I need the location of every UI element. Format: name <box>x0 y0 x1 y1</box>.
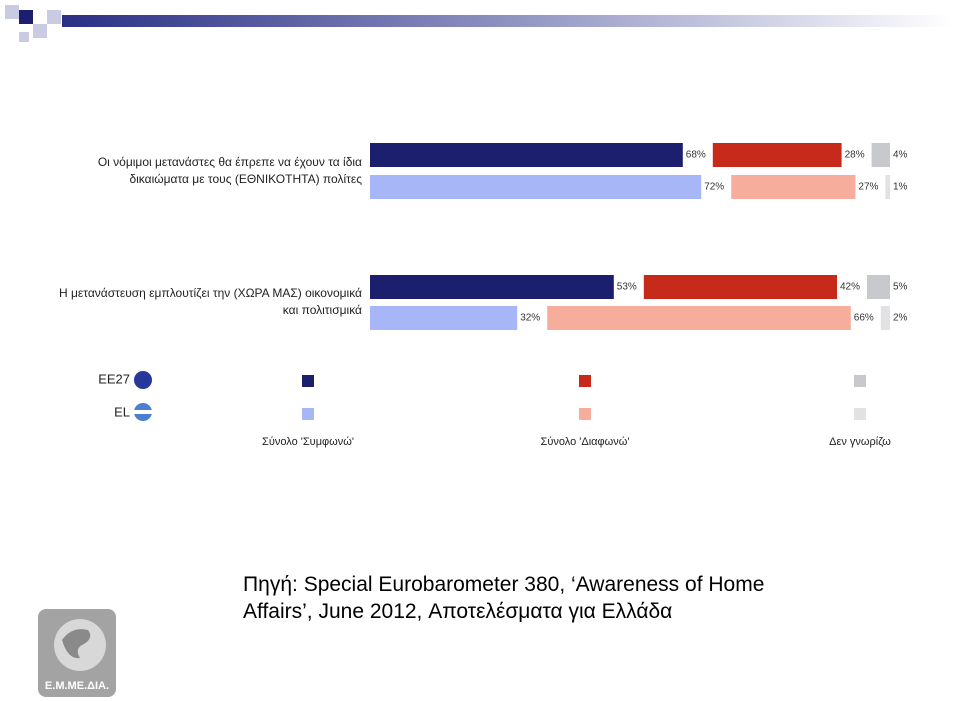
data-label: 42% <box>840 282 860 293</box>
legend-label: Δεν γνωρίζω <box>829 436 891 448</box>
data-label: 53% <box>617 282 637 293</box>
data-label: 72% <box>704 182 724 193</box>
data-label: 2% <box>893 313 908 324</box>
legend-label: Σύνολο 'Συμφωνώ' <box>262 436 354 448</box>
data-label: 66% <box>854 313 874 324</box>
header-decoration <box>5 5 952 42</box>
data-label: 68% <box>686 150 706 161</box>
bar <box>643 275 837 299</box>
question-label: Η μετανάστευση εμπλουτίζει την (ΧΩΡΑ ΜΑΣ… <box>59 286 362 317</box>
data-label: 32% <box>520 313 540 324</box>
bar <box>370 306 518 330</box>
data-label: 5% <box>893 282 908 293</box>
data-label: 27% <box>858 182 878 193</box>
bar <box>885 175 890 199</box>
data-label: 1% <box>893 182 908 193</box>
bar <box>731 175 856 199</box>
legend-group: EL <box>114 404 130 419</box>
source-line: Πηγή: Special Eurobarometer 380, ‘Awaren… <box>243 573 765 596</box>
legend-swatch <box>579 375 591 387</box>
source-line: Affairs’, June 2012, Αποτελέσματα για Ελ… <box>243 600 673 623</box>
bar <box>370 275 614 299</box>
bar <box>871 143 890 167</box>
legend-swatch <box>302 375 314 387</box>
bar <box>547 306 851 330</box>
bar <box>867 275 890 299</box>
legend-swatch <box>302 408 314 420</box>
logo-text: Ε.Μ.ΜΕ.ΔΙΑ. <box>45 680 109 692</box>
data-label: 28% <box>845 150 865 161</box>
bar <box>370 175 702 199</box>
bar <box>712 143 842 167</box>
question-label: Οι νόμιμοι μετανάστες θα έπρεπε να έχουν… <box>97 155 362 186</box>
logo: Ε.Μ.ΜΕ.ΔΙΑ. <box>38 609 116 697</box>
data-label: 4% <box>893 150 908 161</box>
legend-swatch <box>579 408 591 420</box>
legend-swatch <box>854 375 866 387</box>
legend-swatch <box>854 408 866 420</box>
flags <box>134 371 152 421</box>
legend-label: Σύνολο 'Διαφωνώ' <box>541 436 630 448</box>
bar <box>880 306 890 330</box>
legend-group: EE27 <box>98 371 130 386</box>
bar <box>370 143 683 167</box>
